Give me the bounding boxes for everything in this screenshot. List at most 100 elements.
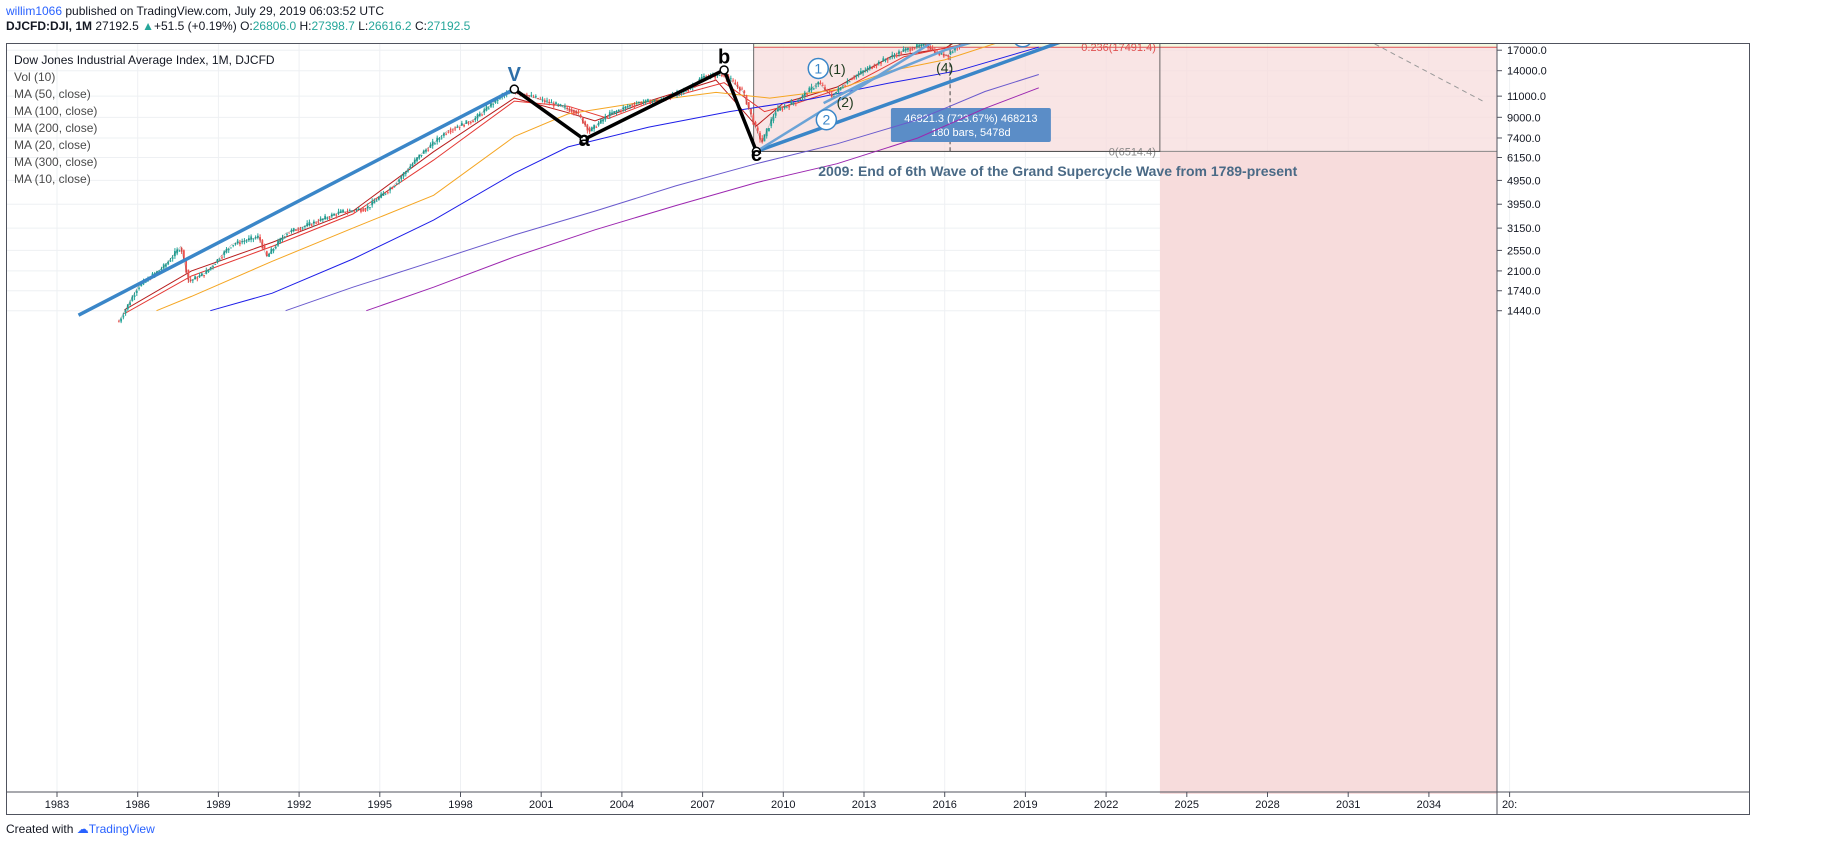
candle-body (288, 232, 291, 234)
time-tick-label: 2031 (1336, 799, 1360, 811)
candle-body (254, 237, 257, 239)
study-vol[interactable]: Vol (10) (14, 70, 56, 84)
candle-body (756, 127, 759, 131)
candle-body (431, 141, 434, 146)
study-ma20[interactable]: MA (20, close) (14, 138, 91, 152)
time-tick-label: 2019 (1013, 799, 1037, 811)
trend-line-1 (755, 44, 1061, 154)
fib-zone-bottom (1159, 151, 1497, 794)
candle-body (808, 87, 811, 93)
candle-body (752, 115, 755, 125)
candle-body (848, 81, 851, 83)
candle-body (620, 110, 622, 112)
candle-body (573, 110, 575, 114)
candle-body (236, 240, 239, 244)
candle-body (806, 94, 808, 95)
annotation-label: 2009: End of 6th Wave of the Grand Super… (818, 163, 1297, 179)
candle-body (920, 44, 923, 47)
price-tick-label: 1740.0 (1507, 286, 1541, 298)
candle-body (398, 179, 400, 182)
candle-body (824, 87, 826, 91)
candle-body (862, 70, 865, 73)
candle-body (864, 70, 867, 72)
candle-body (122, 315, 125, 318)
low-label: L: (358, 19, 369, 33)
time-tick-label: 2025 (1175, 799, 1199, 811)
price-tick-label: 6150.0 (1507, 153, 1541, 165)
candle-body (223, 251, 226, 256)
study-ma200[interactable]: MA (200, close) (14, 121, 98, 135)
candle-body (644, 99, 647, 103)
candle-body (261, 240, 264, 249)
candle-body (409, 166, 412, 169)
candle-body (850, 79, 853, 81)
high-label: H: (299, 19, 312, 33)
candle-body (597, 123, 600, 126)
candle-body (218, 259, 221, 261)
candle-body (306, 223, 309, 227)
price-tick-label: 2550.0 (1507, 245, 1541, 257)
candle-body (626, 106, 629, 108)
candle-body (454, 128, 457, 130)
candle-body (907, 47, 909, 50)
study-ma50[interactable]: MA (50, close) (14, 87, 91, 101)
candle-body (239, 242, 241, 245)
candle-body (599, 119, 602, 124)
candle-body (640, 102, 643, 105)
study-ma300[interactable]: MA (300, close) (14, 155, 98, 169)
study-ma10[interactable]: MA (10, close) (14, 172, 91, 186)
candle-body (575, 110, 578, 114)
candle-body (203, 275, 205, 277)
candle-body (604, 116, 607, 120)
candle-body (467, 122, 470, 124)
candle-body (167, 261, 170, 265)
price-chart[interactable]: 1.618(81772.5)1(5 527.4)0.786(43073.6)0.… (7, 44, 1750, 815)
candle-body (384, 193, 387, 195)
chart-pane[interactable]: 1.618(81772.5)1(5 527.4)0.786(43073.6)0.… (6, 43, 1750, 815)
candle-body (342, 209, 344, 213)
author-link[interactable]: willim1066 (6, 4, 63, 18)
candle-body (602, 119, 604, 122)
candle-body (929, 46, 932, 51)
candle-body (559, 104, 562, 106)
candle-body (209, 267, 212, 270)
candle-body (250, 236, 253, 240)
candle-body (797, 101, 799, 103)
candle-body (156, 271, 158, 274)
candle-body (750, 108, 752, 115)
fib-level-label: 0(6514.4) (1109, 146, 1156, 158)
candle-body (723, 74, 726, 77)
candle-body (718, 75, 721, 77)
candle-body (221, 257, 223, 259)
candle-body (171, 257, 174, 259)
candle-body (548, 101, 551, 104)
annotation-label: V (508, 64, 522, 86)
candle-body (158, 270, 161, 272)
tradingview-logo[interactable]: ☁TradingView (77, 822, 155, 836)
candle-body (451, 129, 454, 131)
candle-body (584, 121, 587, 126)
candle-body (315, 222, 318, 224)
candle-body (263, 245, 266, 249)
candle-body (478, 113, 481, 117)
candle-body (642, 102, 645, 104)
change-arrow-icon: ▲ (142, 19, 154, 33)
candle-body (774, 112, 777, 116)
candle-body (945, 54, 947, 56)
candle-body (312, 221, 315, 224)
annotation-label: a (579, 129, 591, 151)
candle-body (445, 133, 448, 135)
candle-body (256, 235, 259, 238)
study-ma100[interactable]: MA (100, close) (14, 104, 98, 118)
candle-body (689, 88, 692, 90)
candle-body (200, 273, 203, 277)
close-value: 27192.5 (426, 19, 471, 33)
measure-rect (753, 44, 1161, 152)
price-tick-label: 11000.0 (1507, 91, 1546, 103)
candle-body (380, 193, 383, 198)
time-tick-label: 1989 (206, 799, 230, 811)
candle-body (434, 143, 436, 145)
candle-body (460, 122, 463, 126)
candle-body (481, 114, 483, 116)
candle-body (133, 295, 136, 297)
